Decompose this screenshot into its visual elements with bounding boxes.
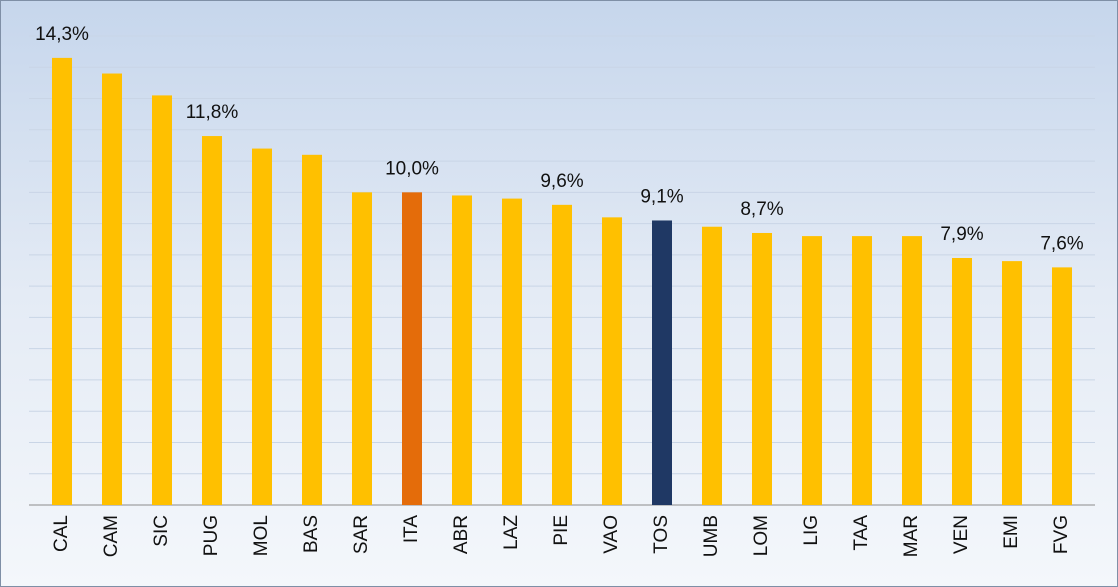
x-tick-label: PIE xyxy=(551,515,572,546)
bar xyxy=(402,192,422,506)
x-tick-label: SIC xyxy=(151,515,172,547)
x-tick-label: MAR xyxy=(901,515,922,557)
x-tick-label: LAZ xyxy=(501,515,522,550)
bar xyxy=(702,226,722,505)
x-tick-label: TOS xyxy=(651,515,672,554)
data-label: 7,9% xyxy=(940,224,983,245)
data-label: 9,1% xyxy=(640,186,683,207)
bar xyxy=(1002,261,1022,505)
bar xyxy=(852,236,872,505)
x-tick-label: EMI xyxy=(1001,515,1022,549)
bar xyxy=(102,73,122,506)
x-tick-label: CAM xyxy=(101,515,122,557)
bar xyxy=(302,154,322,505)
x-tick-label: VEN xyxy=(951,515,972,554)
x-tick-label: SAR xyxy=(351,515,372,554)
x-tick-label: VAO xyxy=(601,515,622,554)
x-tick-label: MOL xyxy=(251,515,272,556)
x-tick-label: TAA xyxy=(851,515,872,551)
bar xyxy=(252,148,272,505)
bar xyxy=(552,204,572,505)
data-label: 11,8% xyxy=(186,102,239,123)
bar xyxy=(202,136,222,505)
data-label: 9,6% xyxy=(540,171,583,192)
bar xyxy=(652,220,672,505)
data-label: 10,0% xyxy=(385,158,439,179)
x-tick-label: ABR xyxy=(451,515,472,554)
bar xyxy=(602,217,622,505)
x-tick-label: BAS xyxy=(301,515,322,553)
bar xyxy=(52,57,72,506)
bar xyxy=(152,95,172,505)
x-tick-label: LOM xyxy=(751,515,772,556)
bar xyxy=(752,232,772,506)
x-tick-label: LIG xyxy=(801,515,822,546)
data-label: 7,6% xyxy=(1040,233,1083,254)
bar xyxy=(1052,267,1072,505)
plot-area: CAL 14,3% CAM SIC PUG 11,8% MOL BAS SAR ITA 10,0% A… xyxy=(29,24,1095,557)
x-tick-label: UMB xyxy=(701,515,722,557)
x-tick-label: CAL xyxy=(51,515,72,552)
x-tick-label: ITA xyxy=(401,515,422,543)
bar xyxy=(502,198,522,505)
data-label: 14,3% xyxy=(35,24,89,45)
bar xyxy=(952,257,972,505)
bar xyxy=(802,236,822,505)
bar xyxy=(352,192,372,506)
data-label: 8,7% xyxy=(740,199,783,220)
x-tick-label: PUG xyxy=(201,515,222,556)
bar xyxy=(902,236,922,505)
bar xyxy=(452,195,472,505)
x-tick-label: FVG xyxy=(1051,515,1072,554)
